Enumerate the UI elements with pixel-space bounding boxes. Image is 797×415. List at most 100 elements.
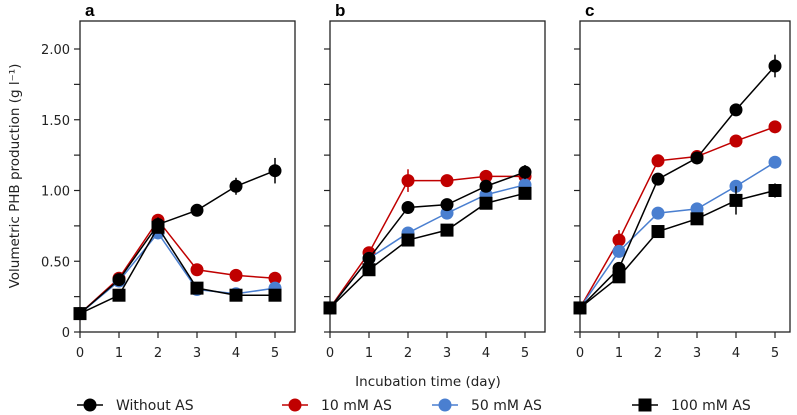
legend-item: Without AS [77, 398, 194, 414]
legend: Without AS 10 mM AS 50 mM AS 100 mM AS [77, 398, 751, 414]
legend-label: 10 mM AS [321, 398, 392, 414]
x-tick-label: 0 [576, 346, 584, 361]
data-point-square [229, 288, 243, 302]
data-point-circle [438, 398, 452, 412]
x-tick-label: 1 [115, 346, 123, 361]
data-point-circle [229, 179, 243, 193]
data-point-circle [479, 179, 493, 193]
legend-item: 10 mM AS [282, 398, 392, 414]
data-point-circle [768, 155, 782, 169]
x-tick-label: 2 [654, 346, 662, 361]
series-line [579, 161, 776, 309]
data-point-circle [518, 165, 532, 179]
data-point-square [401, 233, 415, 247]
series-line [579, 126, 776, 309]
y-tick-label: 0 [62, 326, 70, 341]
series-line [79, 218, 276, 315]
panel-label: a [85, 1, 95, 20]
series-line [579, 65, 776, 309]
x-tick-label: 4 [732, 346, 740, 361]
data-point-circle [651, 206, 665, 220]
data-point-circle [190, 263, 204, 277]
x-tick-label: 0 [326, 346, 334, 361]
data-point-circle [690, 202, 704, 216]
data-point-circle [268, 164, 282, 178]
y-tick-label: 1.50 [41, 114, 70, 129]
data-point-square [268, 288, 282, 302]
data-point-circle [83, 398, 97, 412]
series-line [79, 225, 275, 315]
data-point-square [362, 263, 376, 277]
series-50-mm-as [73, 226, 282, 321]
x-tick-label: 0 [76, 346, 84, 361]
y-tick-label: 2.00 [41, 43, 70, 58]
data-point-square [690, 212, 704, 226]
plot-frame [329, 20, 546, 333]
x-axis-title: Incubation time (day) [355, 374, 501, 390]
data-point-circle [440, 174, 454, 188]
panel-label: b [335, 1, 345, 20]
series-line [79, 169, 276, 315]
panel-c: c 0 1 2 3 4 5 [573, 1, 791, 361]
panel-label: c [585, 1, 594, 20]
x-tick-label: 4 [482, 346, 490, 361]
data-point-circle [268, 271, 282, 285]
data-point-circle [612, 244, 626, 258]
data-point-square [323, 301, 337, 315]
series-100-mm-as [573, 183, 782, 315]
data-point-circle [401, 200, 415, 214]
series-without-as [573, 54, 782, 315]
data-point-circle [729, 134, 743, 148]
x-tick-label: 3 [443, 346, 451, 361]
plot-frame [79, 20, 296, 333]
series-10-mm-as [73, 213, 282, 321]
data-point-square [612, 270, 626, 284]
data-point-circle [288, 398, 302, 412]
data-point-square [573, 301, 587, 315]
data-point-circle [229, 268, 243, 282]
legend-label: 50 mM AS [471, 398, 542, 414]
data-point-circle [651, 172, 665, 186]
data-point-circle [112, 273, 126, 287]
data-point-circle [690, 151, 704, 165]
legend-label: 100 mM AS [671, 398, 751, 414]
data-point-square [729, 193, 743, 207]
x-tick-label: 3 [193, 346, 201, 361]
x-tick-label: 5 [521, 346, 529, 361]
y-axis-title: Volumetric PHB production (g l⁻¹) [7, 64, 23, 289]
data-point-circle [612, 233, 626, 247]
data-point-square [651, 225, 665, 239]
series-without-as [323, 165, 532, 315]
series-50-mm-as [323, 178, 532, 315]
x-tick-label: 1 [615, 346, 623, 361]
data-point-square [479, 196, 493, 210]
series-50-mm-as [573, 155, 782, 315]
data-point-square [112, 288, 126, 302]
data-point-circle [768, 59, 782, 73]
x-tick-label: 5 [271, 346, 279, 361]
data-point-square [638, 398, 652, 412]
x-tick-label: 5 [771, 346, 779, 361]
x-tick-label: 1 [365, 346, 373, 361]
data-point-circle [401, 174, 415, 188]
series-100-mm-as [323, 186, 532, 315]
data-point-square [151, 220, 165, 234]
series-line [329, 192, 526, 309]
panel-a: a 0 0.50 1.00 1.50 2.00 0 1 2 3 4 5 [41, 1, 296, 361]
plot-frame [579, 20, 791, 333]
legend-item: 100 mM AS [632, 398, 751, 414]
data-point-square [440, 223, 454, 237]
x-tick-label: 2 [154, 346, 162, 361]
data-point-circle [362, 251, 376, 265]
x-tick-label: 4 [232, 346, 240, 361]
series-line [329, 184, 526, 309]
series-10-mm-as [573, 120, 782, 315]
legend-label: Without AS [116, 398, 194, 414]
data-point-square [190, 281, 204, 295]
data-point-square [518, 186, 532, 200]
panel-b: b 0 1 2 3 4 5 [323, 1, 546, 361]
legend-item: 50 mM AS [432, 398, 542, 414]
series-100-mm-as [73, 220, 282, 321]
data-point-circle [479, 169, 493, 183]
